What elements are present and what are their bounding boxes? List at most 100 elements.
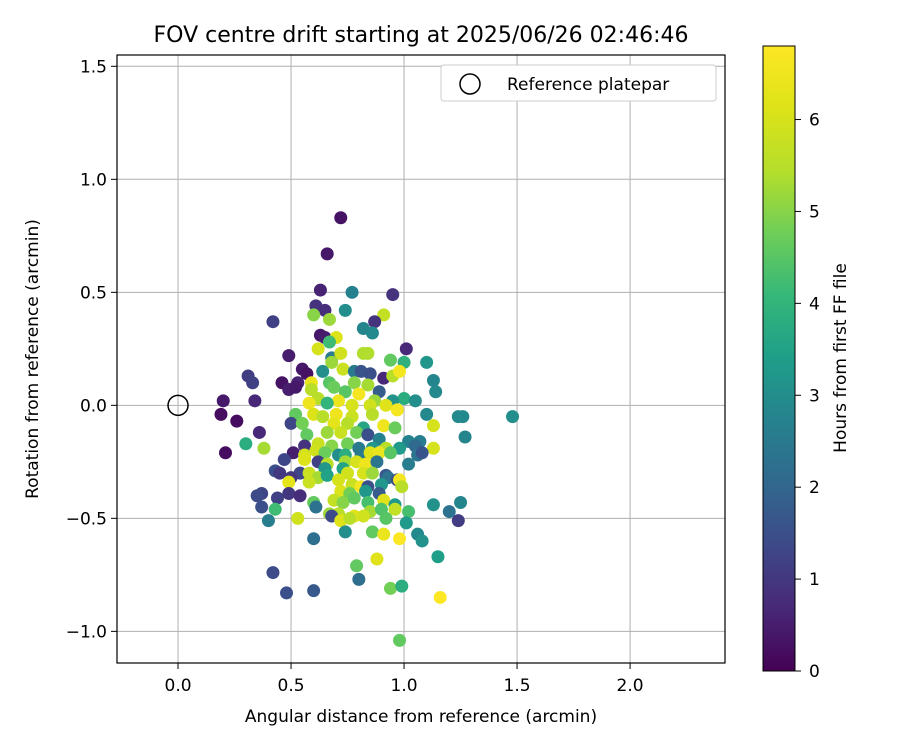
data-point: [307, 584, 321, 598]
data-point: [442, 505, 456, 519]
data-point: [365, 407, 379, 421]
data-point: [420, 355, 434, 369]
data-point: [345, 285, 359, 299]
grid-lines: [117, 55, 725, 663]
data-point: [336, 496, 350, 510]
data-point: [255, 500, 269, 514]
data-point: [302, 475, 316, 489]
data-point: [282, 475, 296, 489]
data-point: [359, 484, 373, 498]
legend: Reference platepar: [440, 64, 717, 102]
data-point: [302, 396, 316, 410]
data-point: [316, 364, 330, 378]
data-point: [458, 430, 472, 444]
data-point: [336, 362, 350, 376]
data-point: [341, 437, 355, 451]
chart-title: FOV centre drift starting at 2025/06/26 …: [154, 23, 689, 48]
data-point: [399, 516, 413, 530]
x-axis-label: Angular distance from reference (arcmin): [245, 707, 597, 727]
data-point: [282, 349, 296, 363]
y-tick-label: −1.0: [66, 622, 107, 642]
colorbar-ticks: 0 1 2 3 4 5 6: [795, 111, 820, 682]
data-point: [332, 394, 346, 408]
data-point: [370, 455, 384, 469]
data-point: [338, 303, 352, 317]
data-point: [270, 491, 284, 505]
data-point: [268, 502, 282, 516]
data-point: [454, 496, 468, 510]
data-point: [356, 509, 370, 523]
data-point: [304, 383, 318, 397]
data-point: [320, 468, 334, 482]
colorbar-tick-label: 5: [809, 202, 820, 222]
data-point: [266, 315, 280, 329]
data-point: [395, 579, 409, 593]
data-point: [379, 398, 393, 412]
data-point: [383, 446, 397, 460]
data-point: [433, 590, 447, 604]
data-point: [239, 437, 253, 451]
data-point: [372, 432, 386, 446]
data-point: [365, 466, 379, 480]
y-tick-label: 1.5: [80, 57, 107, 77]
data-point: [338, 385, 352, 399]
data-point: [431, 550, 445, 564]
x-tick-label: 0.0: [165, 676, 192, 696]
data-point: [390, 403, 404, 417]
data-point: [248, 394, 262, 408]
data-point: [429, 385, 443, 399]
x-tick-label: 1.5: [504, 676, 531, 696]
data-point: [426, 419, 440, 433]
data-point: [363, 446, 377, 460]
data-point: [350, 559, 364, 573]
data-point: [426, 441, 440, 455]
data-point: [257, 441, 271, 455]
data-point: [361, 346, 375, 360]
data-point: [426, 498, 440, 512]
data-point: [456, 410, 470, 424]
data-point: [377, 527, 391, 541]
data-point: [284, 416, 298, 430]
y-tick-label: 0.0: [80, 396, 107, 416]
data-point: [402, 505, 416, 519]
y-axis-label: Rotation from reference (arcmin): [23, 219, 43, 499]
data-point: [386, 288, 400, 302]
data-point: [286, 446, 300, 460]
data-point: [368, 315, 382, 329]
plot-frame: [116, 54, 726, 664]
data-point: [289, 380, 303, 394]
reference-point: [167, 394, 189, 417]
data-point: [388, 502, 402, 516]
data-point: [402, 457, 416, 471]
legend-marker-icon: [459, 73, 481, 95]
data-point: [343, 511, 357, 525]
data-point: [361, 378, 375, 392]
y-tick-label: 1.0: [80, 170, 107, 190]
data-point: [298, 453, 312, 467]
data-point: [506, 410, 520, 424]
data-point: [273, 466, 287, 480]
colorbar-tick-label: 1: [809, 570, 820, 590]
data-point: [377, 308, 391, 322]
data-point: [451, 514, 465, 528]
y-tick-label: 0.5: [80, 283, 107, 303]
data-point: [397, 392, 411, 406]
data-point: [298, 439, 312, 453]
x-tick-label: 1.0: [391, 676, 418, 696]
data-point: [277, 453, 291, 467]
data-point: [341, 416, 355, 430]
data-point: [334, 211, 348, 225]
data-point: [332, 473, 346, 487]
data-point: [230, 414, 244, 428]
data-point: [415, 446, 429, 460]
data-point: [334, 425, 348, 439]
data-point: [393, 633, 407, 647]
data-point: [307, 532, 321, 546]
data-point: [291, 511, 305, 525]
data-point: [300, 428, 314, 442]
data-point: [393, 532, 407, 546]
y-tick-label: −0.5: [66, 509, 107, 529]
data-point: [252, 425, 266, 439]
data-point: [325, 355, 339, 369]
